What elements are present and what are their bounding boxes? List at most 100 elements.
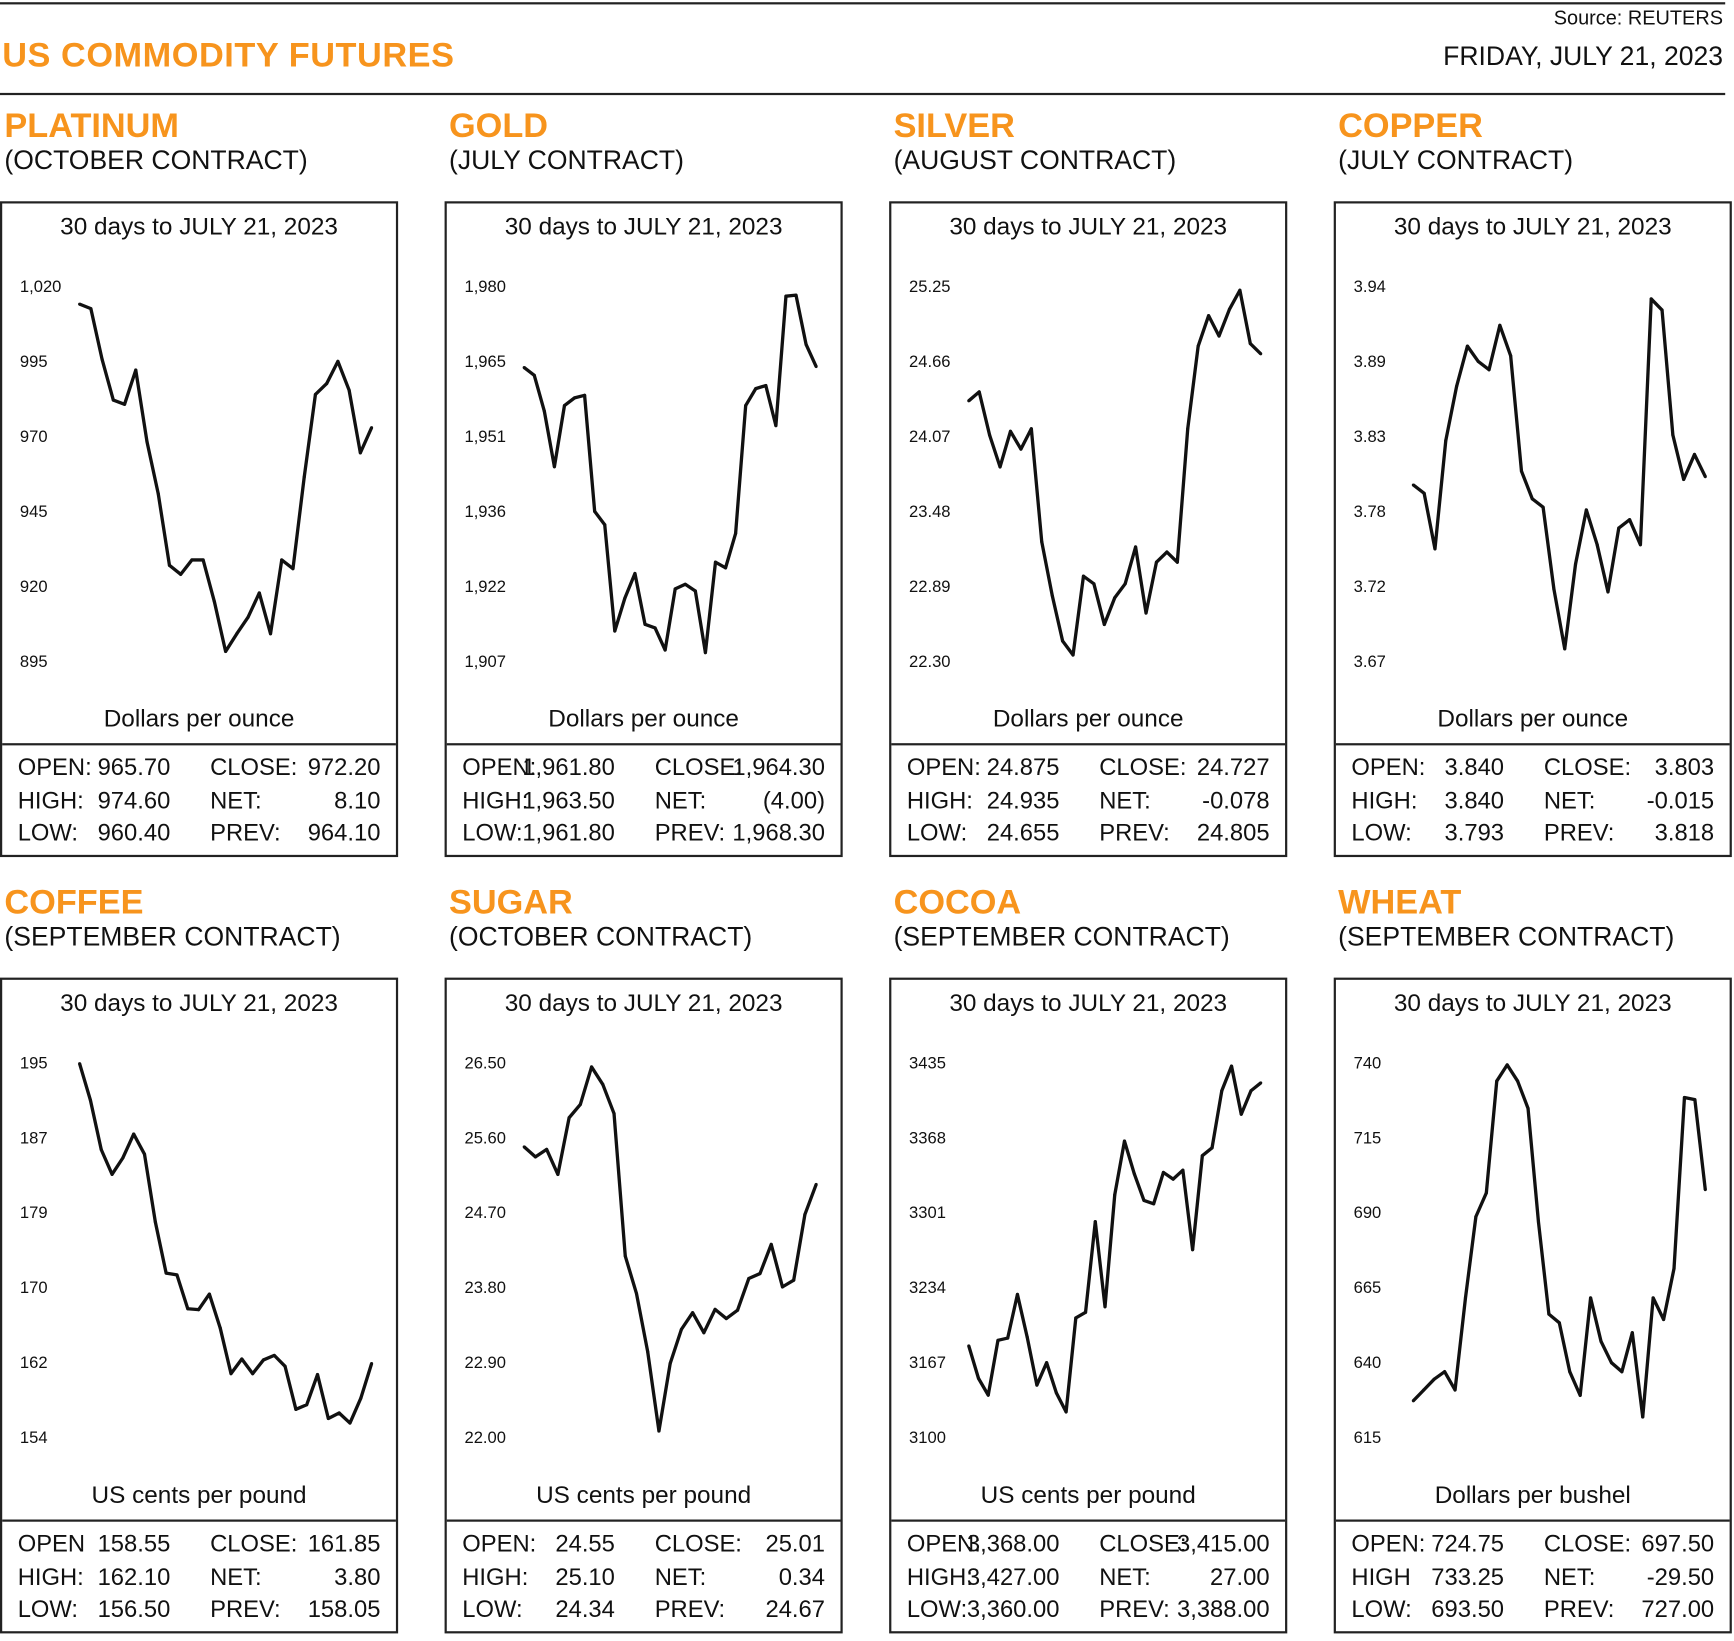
data-point (156, 492, 160, 496)
data-point (348, 1421, 352, 1425)
stats-row: HIGH 733.25 NET: -29.50 (1336, 1563, 1730, 1595)
stat-label: LOW: (906, 1595, 968, 1623)
data-point (1122, 1139, 1127, 1143)
stat-value: 3.818 (1654, 819, 1715, 847)
data-point (1411, 1399, 1415, 1403)
data-point (1054, 1391, 1058, 1395)
stat-value: 1,963.50 (522, 786, 615, 814)
commodity-title: COPPER (1338, 106, 1483, 145)
data-point (691, 1311, 695, 1315)
top-rule (0, 2, 1726, 5)
stat-value: 964.10 (307, 819, 381, 847)
stat-value: (4.00) (762, 786, 826, 814)
y-tick-label: 615 (1354, 1428, 1382, 1447)
stat-label: NET: (1543, 786, 1596, 814)
data-point (1693, 1098, 1697, 1102)
y-tick-label: 1,020 (20, 277, 62, 296)
stat-value: 1,961.80 (522, 819, 615, 847)
commodity-title: COCOA (893, 882, 1022, 922)
chart-box: 30 days to JULY 21, 2023 US cents per pou… (889, 977, 1288, 1634)
stats-table: OPEN: 24.55 CLOSE: 25.01 HIGH: 25.10 NET: 0.34 L… (446, 1519, 841, 1632)
header-rule (0, 92, 1726, 96)
data-point (556, 1172, 560, 1176)
data-point (572, 396, 577, 400)
data-point (1573, 562, 1578, 566)
data-point (224, 649, 228, 653)
y-tick-label: 3.83 (1354, 427, 1386, 446)
stat-value: 8.10 (334, 786, 381, 814)
data-point (1638, 543, 1642, 547)
stat-label: LOW: (17, 819, 79, 847)
data-point (996, 1338, 1000, 1342)
data-point (1040, 540, 1044, 544)
data-point (1015, 1292, 1019, 1296)
data-point (280, 558, 284, 562)
line-chart: 1,980 1,965 1,951 1,936 1,922 1,907 (464, 277, 818, 671)
data-point (533, 1155, 537, 1159)
data-point (1526, 1106, 1530, 1110)
data-point (283, 1364, 287, 1368)
stats-row: OPEN: 1,961.80 CLOSE: 1,964.30 (447, 754, 841, 786)
y-tick-label: 1,965 (464, 352, 506, 371)
y-tick-label: 3.78 (1354, 502, 1386, 521)
data-point (201, 558, 205, 562)
data-point (1519, 469, 1524, 473)
data-point (1672, 1266, 1676, 1271)
stat-label: HIGH: (462, 786, 529, 814)
contract-subtitle: (JULY CONTRACT) (448, 145, 684, 176)
data-point (1465, 344, 1469, 348)
data-point (1071, 653, 1075, 657)
data-point (1692, 452, 1697, 456)
stat-label: LOW: (462, 1595, 523, 1623)
data-point (774, 424, 778, 428)
data-point (251, 1372, 255, 1376)
stats-row: LOW: 156.50 PREV: 158.05 (2, 1596, 396, 1628)
data-point (1505, 1063, 1509, 1067)
stats-row: LOW: 3,360.00 PREV: 3,388.00 (891, 1596, 1285, 1628)
stat-label: LOW: (462, 819, 523, 847)
stat-value: 24.67 (765, 1595, 826, 1623)
stats-table: OPEN: 724.75 CLOSE: 697.50 HIGH 733.25 NET: -29… (1335, 1519, 1730, 1632)
data-point (207, 1292, 211, 1296)
stats-row: HIGH: 24.935 NET: -0.078 (891, 787, 1285, 819)
y-tick-label: 23.48 (909, 502, 951, 521)
data-point (1474, 1215, 1478, 1219)
stat-label: NET: (210, 786, 262, 814)
data-point (736, 1308, 740, 1312)
unit-label: Dollars per ounce (992, 704, 1184, 733)
data-point (326, 1416, 330, 1421)
data-point (302, 475, 306, 479)
data-point (744, 404, 748, 408)
data-point (212, 600, 216, 604)
stats-row: HIGH: 25.10 NET: 0.34 (447, 1563, 841, 1595)
stat-label: LOW: (1351, 819, 1412, 847)
data-point (1682, 477, 1686, 481)
data-point (1142, 1198, 1146, 1202)
data-point (1444, 439, 1448, 443)
y-tick-label: 1,980 (464, 277, 506, 296)
data-point (337, 1411, 341, 1415)
data-point (197, 1308, 201, 1312)
stats-row: OPEN: 24.875 CLOSE: 24.727 (891, 754, 1285, 786)
data-point (1609, 1361, 1614, 1365)
stat-value: 733.25 (1431, 1563, 1505, 1590)
chart-box: 30 days to JULY 21, 2023 Dollars per bush… (1333, 977, 1732, 1634)
data-point (603, 523, 607, 527)
stat-label: PREV: (210, 1595, 281, 1623)
data-point (78, 1062, 82, 1066)
stats-row: LOW: 960.40 PREV: 964.10 (2, 819, 396, 851)
data-point (78, 302, 82, 306)
data-point (313, 392, 317, 396)
data-point (634, 1291, 639, 1296)
data-point (229, 1372, 233, 1376)
stats-row: HIGH: 162.10 NET: 3.80 (2, 1563, 396, 1595)
data-point (1181, 1168, 1185, 1172)
stat-value: 24.55 (555, 1530, 615, 1558)
data-point (1568, 1370, 1572, 1374)
stat-value: 0.34 (778, 1563, 826, 1590)
data-point (1175, 560, 1179, 564)
y-tick-label: 895 (20, 652, 48, 671)
data-point (1171, 1177, 1175, 1181)
data-point (121, 1156, 125, 1160)
data-point (679, 1327, 683, 1331)
